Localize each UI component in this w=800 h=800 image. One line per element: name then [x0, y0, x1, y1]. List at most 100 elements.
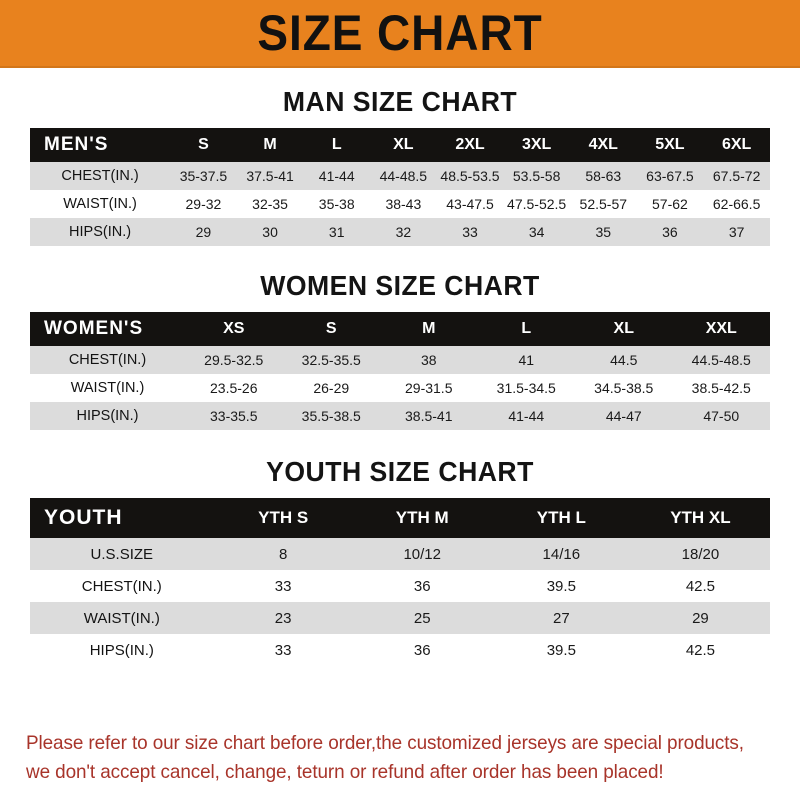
table-cell: 34 — [503, 218, 570, 246]
table-cell: 36 — [636, 218, 704, 246]
table-cell: 25 — [352, 602, 492, 634]
table-cell: 18/20 — [630, 538, 770, 570]
section-title-youth: YOUTH SIZE CHART — [266, 456, 534, 487]
column-header: L — [477, 312, 575, 346]
table-row: CHEST(IN.) 33 36 39.5 42.5 — [30, 570, 770, 602]
table-cell: 37 — [703, 218, 770, 246]
table-row: CHEST(IN.) 29.5-32.5 32.5-35.5 38 41 44.5 44.5… — [30, 346, 770, 374]
column-header: XL — [370, 128, 437, 162]
table-cell: 47-50 — [672, 402, 770, 430]
page-banner: SIZE CHART — [0, 0, 800, 68]
column-header: XS — [185, 312, 283, 346]
table-cell: 32 — [370, 218, 437, 246]
table-cell: 29-32 — [170, 190, 237, 218]
table-cell: 36 — [352, 634, 492, 666]
table-cell: 36 — [352, 570, 492, 602]
table-cell: 29 — [170, 218, 237, 246]
column-header: 5XL — [636, 128, 704, 162]
table-cell: 44-48.5 — [370, 162, 437, 190]
table-cell: 35.5-38.5 — [282, 402, 380, 430]
table-cell: 14/16 — [491, 538, 631, 570]
table-cell: 44.5 — [575, 346, 673, 374]
table-cell: 42.5 — [630, 570, 770, 602]
table-cell: 35-38 — [303, 190, 371, 218]
column-header: 6XL — [703, 128, 770, 162]
table-cell: 33 — [213, 634, 353, 666]
table-cell: 67.5-72 — [703, 162, 770, 190]
page-title: SIZE CHART — [257, 5, 543, 61]
row-label: U.S.SIZE — [30, 538, 214, 570]
table-cell: 34.5-38.5 — [575, 374, 673, 402]
women-table-head: WOMEN'S XS S M L XL XXL — [30, 312, 770, 346]
table-cell: 32-35 — [236, 190, 304, 218]
table-cell: 23.5-26 — [185, 374, 283, 402]
footer-line-2: we don't accept cancel, change, teturn o… — [26, 760, 664, 783]
women-table-body: CHEST(IN.) 29.5-32.5 32.5-35.5 38 41 44.5 44.5… — [30, 346, 770, 430]
row-label: WAIST(IN.) — [30, 190, 171, 218]
table-row: U.S.SIZE 8 10/12 14/16 18/20 — [30, 538, 770, 570]
table-header-row: WOMEN'S XS S M L XL XXL — [30, 312, 770, 346]
table-cell: 32.5-35.5 — [282, 346, 380, 374]
footer-disclaimer: Please refer to our size chart before or… — [0, 729, 800, 786]
table-row: WAIST(IN.) 23.5-26 26-29 29-31.5 31.5-34.5 34… — [30, 374, 770, 402]
table-cell: 44-47 — [575, 402, 673, 430]
table-cell: 35-37.5 — [170, 162, 237, 190]
column-header: S — [170, 128, 237, 162]
table-cell: 44.5-48.5 — [672, 346, 770, 374]
man-table-body: CHEST(IN.) 35-37.5 37.5-41 41-44 44-48.5 48.5… — [30, 162, 770, 246]
table-cell: 35 — [569, 218, 637, 246]
youth-table-body: U.S.SIZE 8 10/12 14/16 18/20 CHEST(IN.) 33 36 39… — [30, 538, 770, 666]
table-header-row: YOUTH YTH S YTH M YTH L YTH XL — [30, 498, 770, 538]
section-title-women: WOMEN SIZE CHART — [260, 270, 540, 301]
table-cell: 31.5-34.5 — [477, 374, 575, 402]
man-size-table: MEN'S S M L XL 2XL 3XL 4XL 5XL 6XL CHEST(IN.) 35-3… — [30, 128, 770, 246]
table-cell: 38 — [380, 346, 478, 374]
table-cell: 41-44 — [303, 162, 371, 190]
row-label: CHEST(IN.) — [30, 346, 185, 374]
row-label: HIPS(IN.) — [30, 218, 171, 246]
table-cell: 23 — [213, 602, 353, 634]
column-header: 2XL — [436, 128, 504, 162]
table-cell: 33 — [436, 218, 504, 246]
women-table-wrapper: WOMEN'S XS S M L XL XXL CHEST(IN.) 29.5-32.5 32.… — [30, 312, 770, 430]
youth-table-head: YOUTH YTH S YTH M YTH L YTH XL — [30, 498, 770, 538]
table-cell: 41-44 — [477, 402, 575, 430]
table-cell: 33-35.5 — [185, 402, 283, 430]
table-cell: 38.5-42.5 — [672, 374, 770, 402]
table-cell: 27 — [491, 602, 631, 634]
table-cell: 29.5-32.5 — [185, 346, 283, 374]
table-cell: 39.5 — [491, 634, 631, 666]
table-cell: 43-47.5 — [436, 190, 504, 218]
column-header: L — [303, 128, 371, 162]
table-cell: 30 — [236, 218, 304, 246]
table-cell: 37.5-41 — [236, 162, 304, 190]
column-header: M — [236, 128, 304, 162]
column-header: XXL — [672, 312, 770, 346]
table-cell: 42.5 — [630, 634, 770, 666]
table-cell: 47.5-52.5 — [503, 190, 570, 218]
table-cell: 52.5-57 — [569, 190, 637, 218]
row-label: WAIST(IN.) — [30, 602, 214, 634]
footer-line-1: Please refer to our size chart before or… — [26, 732, 744, 755]
table-cell: 62-66.5 — [703, 190, 770, 218]
column-header: 4XL — [569, 128, 637, 162]
table-cell: 8 — [213, 538, 353, 570]
column-header: 3XL — [503, 128, 570, 162]
youth-table-wrapper: YOUTH YTH S YTH M YTH L YTH XL U.S.SIZE 8 10/1… — [30, 498, 770, 666]
table-header-row: MEN'S S M L XL 2XL 3XL 4XL 5XL 6XL — [30, 128, 770, 162]
women-size-table: WOMEN'S XS S M L XL XXL CHEST(IN.) 29.5-32.5 32.… — [30, 312, 770, 430]
table-cell: 41 — [477, 346, 575, 374]
table-cell: 53.5-58 — [503, 162, 570, 190]
table-cell: 38-43 — [370, 190, 437, 218]
row-label: CHEST(IN.) — [30, 162, 171, 190]
table-cell: 31 — [303, 218, 371, 246]
row-header-label: WOMEN'S — [30, 312, 185, 346]
table-cell: 33 — [213, 570, 353, 602]
table-cell: 48.5-53.5 — [436, 162, 504, 190]
column-header: S — [282, 312, 380, 346]
column-header: YTH S — [213, 498, 353, 538]
youth-size-table: YOUTH YTH S YTH M YTH L YTH XL U.S.SIZE 8 10/1… — [30, 498, 770, 666]
section-title-man: MAN SIZE CHART — [282, 86, 518, 117]
column-header: M — [380, 312, 478, 346]
